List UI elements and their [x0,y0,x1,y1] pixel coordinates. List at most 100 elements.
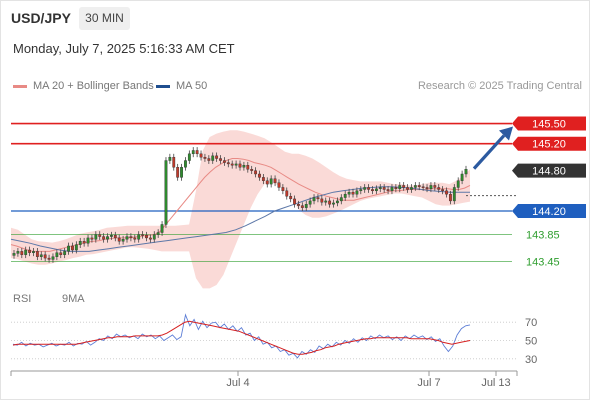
candle [59,249,63,259]
candle-body [164,160,168,225]
timeframe-button[interactable]: 30 MIN [79,7,130,30]
last-price-label: 144.80 [532,166,566,178]
rsi-tick-label: 30 [525,354,537,366]
candle [258,170,261,181]
candle-body [203,156,207,159]
candle [390,184,394,195]
candle [67,242,70,255]
candle [187,150,191,164]
candle-body [261,177,265,181]
candle [195,147,199,158]
candle-body [304,204,308,208]
candle [406,184,409,193]
candle-body [113,235,117,239]
candle [363,184,367,193]
candle-body [102,236,106,240]
resistance-label: 145.20 [532,139,566,151]
candle [152,231,156,243]
candle [24,246,28,259]
candle-body [207,158,211,161]
candle-body [195,150,199,155]
candle-body [219,158,222,161]
candle [113,231,117,242]
candle [207,155,211,164]
x-axis: Jul 4 Jul 7 Jul 13 [10,370,518,389]
candle-body [74,244,78,251]
candle-body [98,234,102,237]
candle [254,167,257,178]
candle-body [320,198,324,203]
candle [464,165,468,178]
candle-body [226,162,230,165]
candle [172,153,176,171]
candle-body [90,237,94,240]
candle-body [281,187,285,192]
candle [324,197,328,206]
candle-body [254,170,257,175]
candle-body [250,169,254,171]
candle-body [39,254,43,257]
candle-body [110,235,113,237]
candle-body [339,197,343,202]
candle [160,221,164,236]
candle-body [449,193,452,202]
candle-body [421,186,425,188]
bollinger-band-area [11,130,470,289]
candle-body [35,251,39,257]
candle [32,248,35,257]
candle [94,231,98,243]
candle [191,147,195,158]
candle-body [55,252,59,257]
candle-body [452,187,456,202]
candle [449,190,452,205]
candle [452,184,456,205]
candle [413,182,417,191]
candle [35,248,39,261]
candle-body [94,234,98,240]
candle [180,163,183,181]
candle-body [117,237,121,242]
candle [410,184,413,193]
legend-ma20-label: MA 20 + Bollinger Bands [33,80,154,92]
candle-body [273,178,277,183]
rsi-tick-label: 50 [525,336,537,348]
candle [148,234,152,243]
candle-body [265,180,269,185]
candle [328,197,332,208]
candle [215,152,219,162]
candle-body [152,234,156,240]
candle-body [336,200,339,204]
price-levels [11,122,517,262]
candle-body [312,197,316,202]
candle [125,233,129,243]
candle-body [51,256,55,260]
candle [223,157,226,166]
candle-body [78,241,82,245]
candle [332,199,335,208]
candle-body [180,167,183,178]
candle-body [242,165,246,168]
candle [184,157,187,171]
candle-body [293,198,296,205]
candle [121,235,125,245]
candle [285,187,289,200]
level-tags: 145.50 145.20 144.80 144.20 143.85 143.45 [512,116,586,268]
candle-body [441,189,445,192]
candle [456,177,460,191]
candle-body [406,187,409,190]
candle-body [145,235,148,239]
candle [308,197,312,208]
forecast-arrow-head [499,126,513,141]
candle [277,179,281,191]
candle-body [137,234,141,240]
candle [402,182,406,191]
candle [129,233,133,242]
candle [199,150,203,161]
legend-ma9: 9MA [62,293,85,305]
candle-body [332,202,335,205]
candle-body [429,185,433,190]
x-tick-label: Jul 4 [226,377,249,389]
candle-body [106,236,109,240]
candle [421,183,425,191]
